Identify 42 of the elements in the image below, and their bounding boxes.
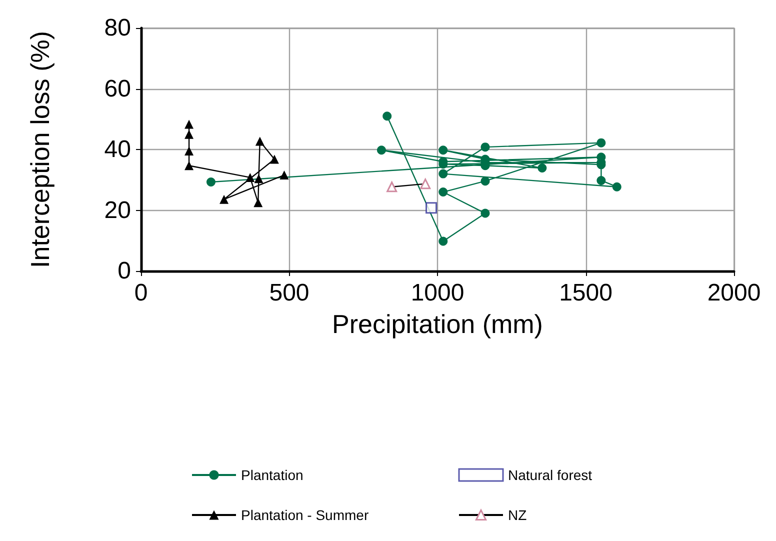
x-tick-label: 500 [269,280,310,306]
y-axis-title: Interception loss (%) [25,31,55,268]
point [254,174,264,184]
legend-label: Natural forest [508,467,592,483]
point [254,198,263,208]
legend-label: Plantation - Summer [241,507,369,523]
point [438,146,448,155]
point [480,176,490,186]
point [438,236,448,246]
point [206,178,216,186]
point [438,188,448,197]
point [184,120,194,129]
x-axis-title: Precipitation (mm) [332,309,543,339]
y-tick-label: 40 [104,136,131,163]
point [538,164,547,173]
point [376,146,386,155]
legend-label: NZ [508,507,528,523]
point [246,172,255,182]
point [438,169,448,178]
point [382,112,392,121]
x-tick-label: 2000 [707,280,761,306]
y-tick-label: 20 [104,196,131,224]
x-tick-label: 1000 [410,280,464,306]
point [220,194,229,204]
y-tick-label: 60 [104,75,131,102]
point [596,138,606,148]
point [596,176,606,185]
y-tick-label: 0 [118,258,131,284]
point [184,130,194,139]
x-tick-label: 0 [134,280,148,306]
legend-label: Plantation [241,467,304,483]
point [480,208,490,218]
point [184,161,194,170]
point [184,146,194,156]
point [280,170,289,180]
point [480,142,490,152]
point [426,202,438,214]
point [270,154,279,164]
y-tick-label: 80 [104,14,131,42]
point [255,136,264,146]
point [612,182,622,192]
x-tick-label: 1500 [559,280,612,306]
